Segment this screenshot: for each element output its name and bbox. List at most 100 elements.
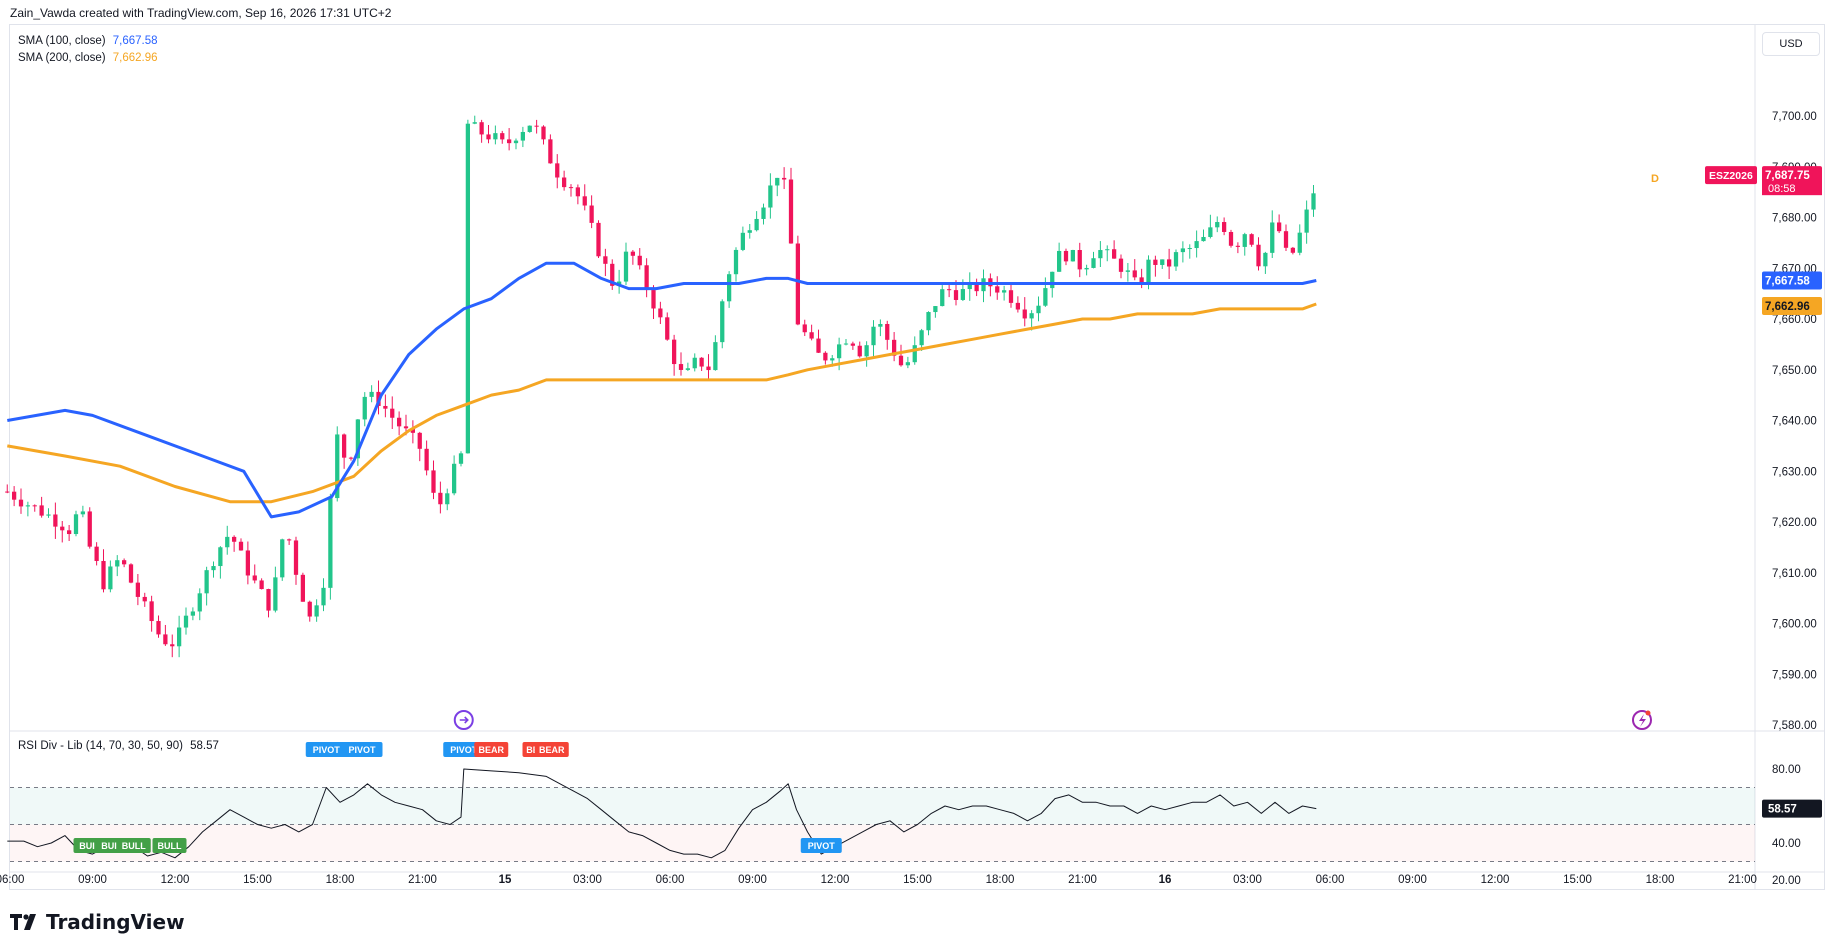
candle-body: [1235, 245, 1241, 247]
symbol-tag-bg: [1705, 166, 1757, 185]
rsi-signal-text: PIVOT: [450, 745, 478, 755]
sma100-legend[interactable]: SMA (100, close) 7,667.58: [18, 35, 158, 47]
time-tick-label: 09:00: [78, 874, 107, 886]
candle-body: [286, 539, 292, 541]
rsi-tick-label: 40.00: [1772, 838, 1801, 850]
candle-body: [335, 434, 340, 499]
sma200-line: [7, 302, 1317, 504]
candle-body: [623, 251, 629, 282]
candle-body: [974, 282, 979, 292]
candle-body: [60, 526, 65, 531]
candle-body: [1297, 232, 1302, 253]
candle-body: [458, 453, 464, 464]
candle-body: [176, 627, 182, 647]
interval-flag: D: [1651, 173, 1659, 185]
candle-body: [1008, 290, 1014, 303]
candle-body: [871, 326, 876, 346]
time-tick-label: 18:00: [986, 874, 1015, 886]
candle-body: [671, 339, 677, 365]
candle-body: [46, 514, 51, 516]
candle-body: [80, 511, 86, 515]
sma100-price-badge-bg: [1762, 271, 1822, 290]
candle-body: [995, 286, 1000, 293]
price-tick-label: 7,620.00: [1772, 517, 1817, 529]
rsi-signal-badge: [73, 838, 101, 853]
candle-body: [1208, 227, 1213, 237]
tradingview-brand: TradingView: [46, 910, 185, 934]
candle-body: [362, 396, 367, 420]
candle-body: [596, 222, 601, 257]
candle-body: [548, 139, 553, 164]
candle-body: [685, 368, 691, 370]
candle-body: [1146, 259, 1151, 285]
candle-body: [1173, 252, 1179, 267]
rsi-lower-band: [10, 824, 1755, 862]
candle-body: [252, 575, 257, 581]
sma200-legend-label: SMA (200, close): [18, 52, 106, 64]
candle-body: [465, 123, 471, 454]
candle-body: [1022, 309, 1027, 319]
candle-body: [788, 179, 794, 244]
candle-body: [898, 355, 904, 366]
tradingview-logo[interactable]: TradingView: [10, 910, 185, 934]
candle-body: [108, 566, 113, 590]
time-tick-label: 18:00: [1646, 874, 1675, 886]
rsi-signal-text: BE: [526, 745, 539, 755]
rsi-legend[interactable]: RSI Div - Lib (14, 70, 30, 50, 90) 58.57: [18, 740, 219, 752]
rsi-signal-badge: [474, 742, 509, 757]
currency-button[interactable]: USD: [1762, 32, 1820, 56]
candle-body: [18, 499, 24, 507]
candle-body: [218, 547, 223, 567]
candle-body: [1221, 222, 1227, 232]
candle-body: [1091, 258, 1096, 268]
candle-body: [149, 601, 154, 622]
rsi-legend-value: 58.57: [190, 740, 219, 752]
last-price-badge: 7,687.75: [1765, 170, 1810, 182]
candle-body: [293, 540, 299, 575]
candle-body: [1249, 234, 1254, 245]
last-price-badge-bg: [1762, 166, 1822, 185]
rsi-signal-badge: [443, 742, 485, 757]
candle-body: [341, 434, 347, 458]
time-tick-label: 06:00: [656, 874, 685, 886]
chart-frame[interactable]: [9, 24, 1825, 890]
rsi-signal-badge: [534, 742, 569, 757]
price-chart-svg[interactable]: 7,700.007,690.007,680.007,670.007,660.00…: [0, 0, 1835, 900]
rsi-signal-text: BEAR: [478, 745, 504, 755]
candle-body: [486, 134, 491, 140]
countdown-badge-bg: [1762, 181, 1822, 196]
candle-body: [946, 289, 952, 291]
candle-body: [713, 342, 718, 371]
candle-body: [706, 366, 711, 371]
rsi-signal-badge: [152, 838, 187, 853]
candle-body: [273, 577, 278, 611]
candle-body: [1132, 270, 1137, 278]
candle-body: [809, 332, 814, 339]
candle-body: [1084, 267, 1089, 270]
rsi-signal-text: BUI: [101, 841, 117, 851]
candle-body: [156, 621, 161, 635]
candle-body: [1063, 250, 1069, 262]
candle-body: [1180, 248, 1186, 253]
candle-body: [926, 312, 931, 331]
candle-body: [424, 448, 429, 471]
candle-body: [1056, 250, 1062, 272]
candle-body: [1077, 250, 1082, 270]
rsi-signal-badge: [800, 838, 842, 853]
candle-body: [850, 343, 856, 346]
candle-body: [1043, 288, 1048, 306]
candle-body: [775, 177, 780, 186]
rsi-value-badge: 58.57: [1768, 804, 1797, 816]
candle-body: [493, 133, 498, 140]
candle-body: [1105, 249, 1110, 251]
rsi-signal-text: BULL: [122, 841, 146, 851]
candle-body: [658, 308, 663, 318]
time-tick-label: 15:00: [243, 874, 272, 886]
candle-body: [1036, 305, 1041, 314]
candle-body: [417, 432, 422, 449]
candle-body: [651, 290, 656, 309]
candle-body: [1111, 249, 1117, 259]
sma200-legend[interactable]: SMA (200, close) 7,662.96: [18, 52, 158, 64]
rsi-value-badge-bg: [1762, 799, 1822, 818]
rsi-upper-band: [10, 787, 1755, 825]
